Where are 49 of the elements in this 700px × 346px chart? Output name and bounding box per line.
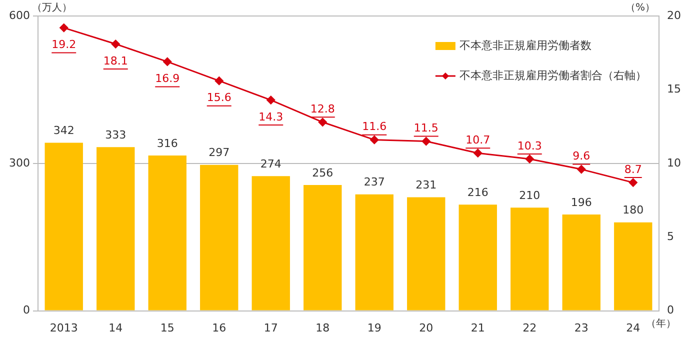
data-label: 196	[570, 196, 592, 209]
data-label: 316	[156, 136, 178, 150]
x-tick-label: 20	[419, 321, 434, 334]
x-tick-label: 17	[264, 321, 278, 334]
x-tick-label: 22	[522, 321, 537, 334]
y2-tick-label: 15	[667, 82, 682, 96]
data-label: 11.5	[414, 122, 438, 135]
data-label: 10.3	[517, 139, 542, 152]
y-tick-label: 300	[8, 156, 30, 170]
x-tick-label: 14	[108, 321, 123, 334]
data-label: 12.8	[310, 102, 335, 116]
data-label: 8.7	[624, 162, 642, 176]
data-label: 16.9	[155, 72, 180, 86]
data-label: 14.3	[258, 110, 284, 124]
data-label: 15.6	[206, 91, 232, 104]
data-label: 11.6	[362, 120, 387, 134]
x-tick-label: 16	[212, 321, 226, 334]
data-label: 274	[260, 158, 282, 171]
y2-tick-label: 10	[667, 156, 682, 170]
x-tick-label: 18	[316, 321, 330, 334]
data-label: 297	[208, 146, 230, 160]
y2-tick-label: 20	[667, 8, 682, 22]
x-tick-label: 21	[470, 321, 485, 334]
data-label: 333	[105, 128, 126, 142]
x-tick-label: 2013	[50, 321, 78, 334]
data-label: 342	[53, 124, 74, 138]
data-label: 18.1	[103, 54, 128, 68]
legend-label: 不本意非正規雇用労働者数	[459, 38, 592, 52]
y2-tick-label: 0	[667, 304, 674, 317]
x-tick-label: 23	[574, 321, 588, 334]
y-axis-title: （万人）	[32, 2, 72, 14]
legend-label: 不本意非正規雇用労働者割合（右軸）	[459, 68, 646, 82]
y2-tick-label: 5	[667, 230, 674, 243]
x-tick-label: 15	[160, 321, 174, 334]
data-label: 210	[519, 188, 540, 202]
data-label: 10.7	[466, 133, 490, 146]
data-label: 231	[416, 178, 437, 192]
data-label: 180	[622, 204, 644, 217]
x-axis-title: （年）	[646, 317, 676, 330]
x-tick-label: 24	[626, 321, 640, 334]
x-tick-label: 19	[367, 321, 382, 334]
y-tick-label: 0	[22, 304, 30, 317]
data-label: 9.6	[572, 150, 590, 163]
y-tick-label: 600	[8, 8, 30, 22]
data-label: 19.2	[52, 38, 76, 52]
data-label: 256	[312, 166, 334, 180]
data-label: 216	[467, 186, 488, 200]
y2-axis-title: （%）	[625, 2, 656, 14]
data-label: 237	[364, 176, 385, 189]
